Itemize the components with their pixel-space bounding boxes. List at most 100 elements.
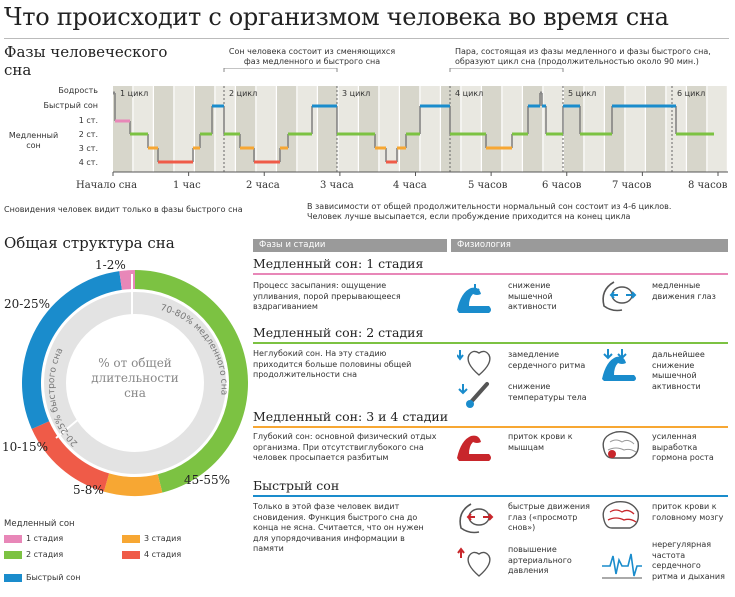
eye-icon bbox=[602, 281, 637, 312]
legend-label-rem: Быстрый сон bbox=[26, 573, 81, 582]
section-desc-rem: Только в этой фазе человек видит сновиден… bbox=[253, 502, 424, 553]
time-label: 7 часов bbox=[612, 180, 652, 191]
donut-segment-s3 bbox=[103, 473, 163, 496]
pct-label-s4: 10-15% bbox=[2, 440, 48, 454]
chart-band bbox=[113, 86, 133, 172]
legend-swatch-s2 bbox=[4, 551, 22, 559]
chart-band bbox=[584, 86, 604, 172]
section-title-stage2: Медленный сон: 2 стадия bbox=[253, 325, 424, 340]
time-label: Начало сна bbox=[76, 180, 138, 191]
section-rule-stage34 bbox=[253, 426, 728, 428]
chart-band bbox=[359, 86, 379, 172]
donut-segment-s2 bbox=[135, 270, 248, 493]
time-label: 6 часов bbox=[542, 180, 582, 191]
chart-band bbox=[379, 86, 399, 172]
chart-band bbox=[338, 86, 358, 172]
pct-label-s3: 5-8% bbox=[73, 483, 104, 497]
donut-inner-ring bbox=[44, 292, 226, 474]
chart-band bbox=[646, 86, 666, 172]
time-label: 5 часов bbox=[468, 180, 508, 191]
arm-muscle-icon bbox=[602, 349, 636, 381]
physiology-item: медленные движения глаз bbox=[652, 281, 716, 301]
physiology-item: нерегулярная частота сердечного ритма и дых… bbox=[652, 540, 725, 581]
chart-band bbox=[625, 86, 645, 172]
y-label-wake: Бодрость bbox=[58, 86, 98, 95]
cycle-label-2: 2 цикл bbox=[229, 89, 258, 98]
legend-swatch-s3 bbox=[122, 535, 140, 543]
section-rule-stage2 bbox=[253, 342, 728, 344]
section-desc-stage1: Процесс засыпания: ощущение упливания, по… bbox=[253, 281, 401, 311]
donut-divider bbox=[55, 417, 81, 439]
title-rule bbox=[4, 38, 729, 39]
legend-label-s2: 2 стадия bbox=[26, 550, 64, 559]
physiology-item: повышение артериального давления bbox=[508, 545, 572, 575]
note-cycles: В зависимости от общей продолжительности… bbox=[307, 202, 672, 221]
cycle-label-1: 1 цикл bbox=[120, 89, 149, 98]
legend-heading: Медленный сон bbox=[4, 519, 75, 529]
pct-label-s1: 1-2% bbox=[95, 258, 126, 272]
chart-band bbox=[256, 86, 276, 172]
cycle-label-3: 3 цикл bbox=[342, 89, 371, 98]
physiology-item: усиленная выработка гормона роста bbox=[652, 432, 714, 462]
donut-segment-rem bbox=[21, 271, 122, 429]
y-label-s2: 2 ст. bbox=[78, 130, 98, 139]
chart-band bbox=[543, 86, 563, 172]
heart-icon bbox=[457, 547, 491, 577]
phases-heading: Фазы человеческого сна bbox=[4, 43, 168, 79]
physiology-item: снижение температуры тела bbox=[508, 382, 587, 402]
chart-band bbox=[420, 86, 440, 172]
annotation-right: Пара, состоящая из фазы медленного и фаз… bbox=[455, 47, 711, 66]
chart-band bbox=[154, 86, 174, 172]
chart-band bbox=[482, 86, 502, 172]
y-label-s1: 1 ст. bbox=[78, 116, 98, 125]
chart-band bbox=[461, 86, 481, 172]
donut-center-text: % от общей длительности сна bbox=[91, 356, 179, 400]
section-desc-stage2: Неглубокий сон. На эту стадию приходится … bbox=[253, 349, 412, 379]
arm-muscle-icon bbox=[457, 435, 491, 461]
arm-muscle-icon bbox=[457, 284, 491, 313]
structure-heading: Общая структура сна bbox=[4, 234, 175, 252]
donut-segment-s4 bbox=[31, 421, 110, 492]
chart-band bbox=[502, 86, 522, 172]
y-label-rem: Быстрый сон bbox=[43, 101, 98, 110]
chart-band bbox=[174, 86, 194, 172]
legend-swatch-s4 bbox=[122, 551, 140, 559]
annotation-bracket bbox=[223, 68, 338, 72]
chart-band bbox=[687, 86, 707, 172]
donut-chart: 20-25% быстрого сна 70-80% медленного сн… bbox=[21, 270, 248, 496]
brain-icon bbox=[602, 431, 640, 459]
chart-band bbox=[236, 86, 256, 172]
legend-label-s3: 3 стадия bbox=[144, 534, 182, 543]
heart-icon bbox=[457, 350, 491, 376]
time-label: 8 часов bbox=[688, 180, 728, 191]
thermometer-icon bbox=[458, 382, 489, 408]
physiology-item: приток крови к головному мозгу bbox=[652, 502, 724, 522]
physiology-item: замедление сердечного ритма bbox=[508, 350, 586, 370]
section-rule-stage1 bbox=[253, 273, 728, 275]
legend-label-s4: 4 стадия bbox=[144, 550, 182, 559]
chart-band bbox=[277, 86, 297, 172]
brain-icon bbox=[602, 501, 640, 529]
physiology-item: приток крови к мышцам bbox=[508, 432, 573, 452]
section-desc-stage34: Глубокий сон: основной физический отдых о… bbox=[253, 432, 437, 462]
chart-band bbox=[195, 86, 215, 172]
section-title-rem: Быстрый сон bbox=[253, 478, 340, 493]
chart-band bbox=[318, 86, 338, 172]
chart-band bbox=[133, 86, 153, 172]
legend-swatch-s1 bbox=[4, 535, 22, 543]
pct-label-rem: 20-25% bbox=[4, 297, 50, 311]
legend-swatch-rem bbox=[4, 574, 22, 582]
cycle-label-5: 5 цикл bbox=[568, 89, 597, 98]
column-header-physiology: Физиология bbox=[451, 239, 728, 252]
cycle-label-6: 6 цикл bbox=[677, 89, 706, 98]
note-dreams: Сновидения человек видит только в фазы б… bbox=[4, 205, 243, 214]
annotation-bracket bbox=[449, 68, 564, 72]
chart-band bbox=[605, 86, 625, 172]
section-rule-rem bbox=[253, 495, 728, 497]
section-title-stage34: Медленный сон: 3 и 4 стадии bbox=[253, 409, 449, 424]
page-title: Что происходит с организмом человека во … bbox=[4, 3, 669, 31]
eye-icon bbox=[459, 503, 494, 534]
hypnogram-chart bbox=[112, 68, 728, 176]
y-label-s3: 3 ст. bbox=[78, 144, 98, 153]
annotation-left: Сон человека состоит из сменяющихся фаз … bbox=[228, 47, 396, 66]
